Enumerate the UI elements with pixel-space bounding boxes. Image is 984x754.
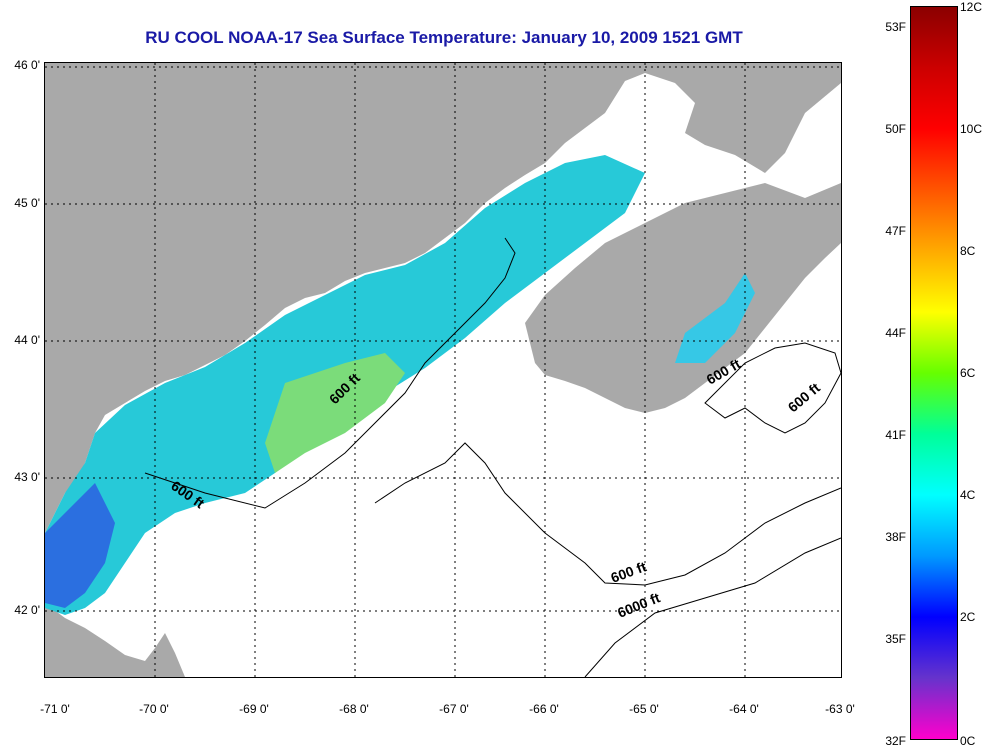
lon-label: -70 0' <box>139 702 169 716</box>
lat-label: 44 0' <box>14 333 40 347</box>
colorbar-f-label: 50F <box>885 122 906 136</box>
colorbar-c-label: 6C <box>960 366 976 380</box>
colorbar-f-label: 38F <box>885 530 906 544</box>
map-canvas: 600 ft 600 ft 600 ft 600 ft 600 ft 6000 … <box>45 63 841 677</box>
colorbar-c-label: 2C <box>960 610 976 624</box>
sst-observations <box>45 155 755 615</box>
contour-600ft-east <box>704 342 841 434</box>
gridlines <box>45 63 841 677</box>
colorbar-f-label: 41F <box>885 428 906 442</box>
lon-label: -66 0' <box>529 702 559 716</box>
land-nova-scotia <box>525 183 841 413</box>
temperature-colorbar <box>910 6 958 740</box>
lat-label: 46 0' <box>14 58 40 72</box>
lon-label: -67 0' <box>439 702 469 716</box>
contour-label: 600 ft <box>609 558 649 586</box>
lon-label: -63 0' <box>825 702 855 716</box>
colorbar-c-label: 4C <box>960 488 976 502</box>
colorbar-c-label: 8C <box>960 244 976 258</box>
contour-label: 6000 ft <box>615 589 662 621</box>
bathymetry-contours <box>144 237 841 677</box>
lat-label: 45 0' <box>14 196 40 210</box>
colorbar-f-label: 32F <box>885 734 906 748</box>
contour-6000ft <box>584 537 841 677</box>
chart-title: RU COOL NOAA-17 Sea Surface Temperature:… <box>145 28 743 47</box>
lon-label: -69 0' <box>239 702 269 716</box>
land-cape-cod <box>45 603 185 677</box>
colorbar-f-label: 44F <box>885 326 906 340</box>
land-maine-newbrunswick <box>45 63 841 533</box>
colorbar-f-label: 35F <box>885 632 906 646</box>
contour-600ft-main <box>144 237 841 586</box>
colorbar-c-label: 12C <box>960 0 983 14</box>
lat-label: 42 0' <box>14 603 40 617</box>
lon-label: -64 0' <box>729 702 759 716</box>
land-masses <box>45 63 841 677</box>
colorbar-f-label: 47F <box>885 224 906 238</box>
sst-cold-patch <box>45 483 115 608</box>
sst-map: 600 ft 600 ft 600 ft 600 ft 600 ft 6000 … <box>44 62 842 678</box>
colorbar-c-label: 10C <box>960 122 983 136</box>
lon-label: -71 0' <box>40 702 70 716</box>
lon-label: -65 0' <box>629 702 659 716</box>
colorbar-c-label: 0C <box>960 734 976 748</box>
lat-label: 43 0' <box>14 470 40 484</box>
colorbar-f-label: 53F <box>885 20 906 34</box>
lon-label: -68 0' <box>339 702 369 716</box>
sst-warm-patch <box>265 353 405 473</box>
